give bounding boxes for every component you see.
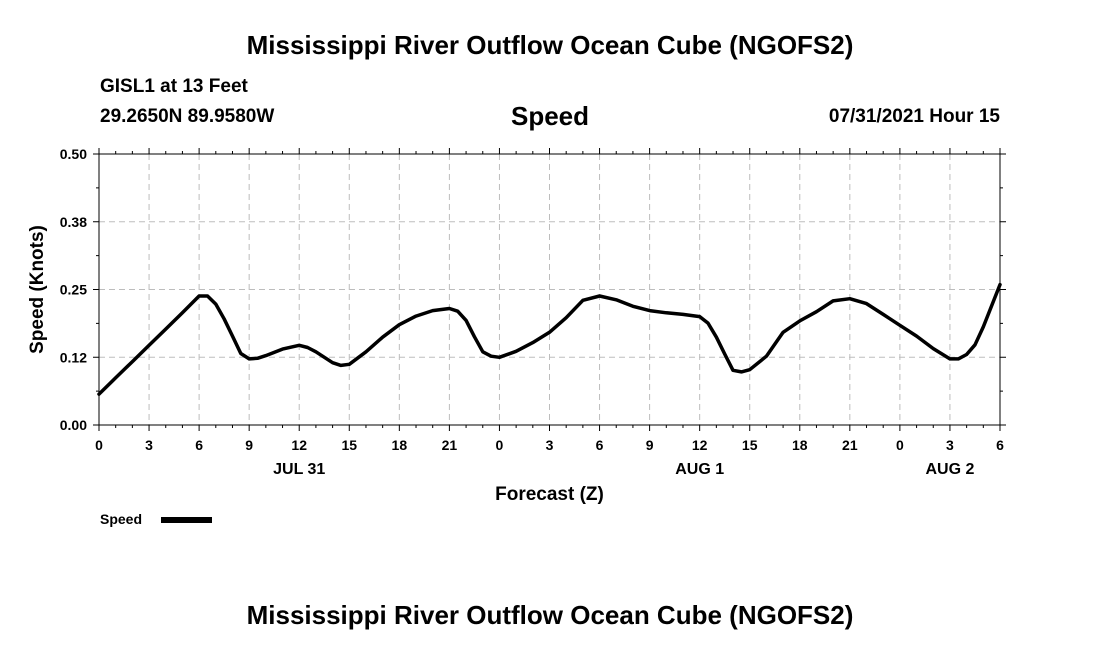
x-tick-labels: 0 3 6 9 12 15 18 21 0 3 6 9 12 15 18 21 0 3 6 [95,437,1004,453]
y-tick-label: 0.38 [60,214,87,230]
x-tick-label: 18 [392,437,408,453]
x-tick-label: 12 [692,437,708,453]
x-tick-label: 3 [145,437,153,453]
grid-lines [99,154,1000,425]
y-tick-labels: 0.00 0.12 0.25 0.38 0.50 [60,146,87,433]
forecast-datetime: 07/31/2021 Hour 15 [828,106,1000,127]
x-tick-label: 15 [341,437,357,453]
day-labels: JUL 31 AUG 1 AUG 2 [273,461,974,478]
x-tick-label: 6 [195,437,203,453]
page-title: Mississippi River Outflow Ocean Cube (NG… [246,30,854,60]
footer-title: Mississippi River Outflow Ocean Cube (NG… [246,600,854,630]
x-tick-label: 3 [946,437,954,453]
x-tick-label: 18 [792,437,808,453]
x-tick-label: 21 [842,437,858,453]
y-tick-label: 0.00 [60,417,87,433]
x-tick-label: 6 [596,437,604,453]
coordinates-label: 29.2650N 89.9580W [100,106,275,127]
y-tick-label: 0.50 [60,146,87,162]
day-label: JUL 31 [273,461,325,478]
x-tick-label: 12 [291,437,307,453]
x-tick-label: 9 [245,437,253,453]
x-tick-label: 0 [95,437,103,453]
chart-title: Speed [510,101,590,131]
day-label: AUG 2 [925,461,974,478]
x-axis-title: Forecast (Z) [495,484,604,505]
plot-frame [98,153,1001,426]
station-label: GISL1 at 13 Feet [100,76,248,97]
y-tick-label: 0.12 [60,349,87,365]
x-tick-label: 9 [646,437,654,453]
x-tick-label: 15 [742,437,758,453]
x-tick-label: 6 [996,437,1004,453]
x-tick-label: 0 [496,437,504,453]
speed-chart: 0.00 0.12 0.25 0.38 0.50 0 3 6 9 12 15 18 21 0 3 6 9 12 1… [27,146,1006,527]
x-tick-label: 0 [896,437,904,453]
y-tick-label: 0.25 [60,282,87,298]
x-tick-label: 21 [442,437,458,453]
x-tick-label: 3 [546,437,554,453]
y-axis-title: Speed (Knots) [27,225,48,354]
legend: Speed [100,511,212,527]
legend-label: Speed [100,511,142,527]
day-label: AUG 1 [675,461,724,478]
speed-series-line [97,282,1002,396]
